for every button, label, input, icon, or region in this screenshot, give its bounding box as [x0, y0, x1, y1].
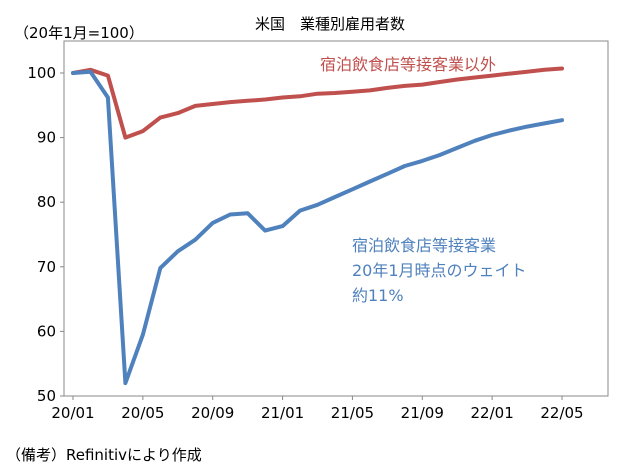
y-tick-label: 70: [37, 258, 56, 276]
data-point: [211, 102, 215, 106]
data-point: [385, 86, 389, 90]
x-axis: 20/01 20/05 20/09 21/01 21/05 21/09 22/01 22/05: [51, 396, 584, 422]
data-point: [246, 211, 250, 215]
x-tick-label: 20/09: [191, 404, 234, 422]
x-tick-label: 22/01: [471, 404, 514, 422]
series-label-1: 宿泊飲食店等接客業以外: [320, 55, 496, 74]
y-unit-label: （20年1月=100）: [14, 24, 144, 42]
y-tick-label: 60: [37, 322, 56, 340]
data-point: [316, 203, 319, 207]
data-point: [560, 66, 564, 70]
data-point: [368, 180, 372, 184]
data-point: [525, 125, 529, 129]
data-point: [473, 76, 477, 80]
data-point: [438, 153, 442, 157]
data-point: [368, 88, 372, 92]
data-point: [263, 97, 267, 101]
data-point: [385, 172, 389, 176]
data-point: [176, 111, 180, 115]
data-point: [543, 121, 547, 125]
data-point: [490, 133, 494, 137]
data-point: [298, 94, 302, 98]
data-point: [263, 229, 267, 233]
x-tick-label: 21/09: [401, 404, 444, 422]
data-point: [141, 333, 145, 337]
data-point: [438, 80, 442, 84]
x-tick-label: 20/01: [51, 404, 94, 422]
x-tick-label: 22/05: [540, 404, 583, 422]
data-point: [88, 70, 92, 74]
plot-area: [63, 40, 609, 397]
data-point: [350, 90, 354, 94]
data-point: [176, 249, 180, 253]
data-point: [403, 164, 407, 168]
data-point: [158, 266, 162, 270]
data-point: [158, 116, 162, 120]
x-tick-label: 21/05: [331, 404, 374, 422]
data-point: [420, 159, 424, 163]
data-point: [106, 74, 110, 78]
data-point: [333, 91, 337, 95]
data-point: [508, 72, 512, 76]
data-point: [403, 84, 407, 88]
y-tick-label: 50: [37, 387, 56, 405]
data-point: [193, 238, 197, 242]
y-tick-label: 80: [37, 193, 56, 211]
data-point: [141, 129, 145, 133]
data-point: [123, 136, 127, 140]
y-axis: 50 60 70 80 90 100: [27, 64, 64, 405]
data-point: [455, 77, 459, 81]
series-label-2: 20年1月時点のウェイト: [352, 261, 527, 280]
data-point: [473, 139, 477, 143]
series-layer: [71, 66, 564, 386]
data-point: [298, 209, 302, 213]
data-point: [543, 68, 547, 72]
data-point: [281, 224, 285, 228]
x-tick-label: 21/01: [261, 404, 304, 422]
data-point: [525, 70, 529, 74]
data-point: [246, 99, 250, 103]
chart-title: 米国 業種別雇用者数: [255, 15, 405, 33]
y-tick-label: 100: [27, 64, 56, 82]
series-label-2: 約11%: [352, 286, 404, 305]
data-point: [316, 92, 319, 96]
data-point: [455, 146, 459, 150]
data-point: [560, 118, 564, 122]
data-point: [420, 83, 424, 87]
data-point: [193, 104, 197, 108]
data-point: [106, 96, 110, 100]
data-point: [333, 195, 337, 199]
footer-note: （備考）Refinitivにより作成: [6, 446, 202, 464]
data-point: [490, 74, 494, 78]
data-point: [350, 187, 354, 191]
data-point: [281, 96, 285, 100]
data-point: [211, 221, 215, 225]
series-label-2: 宿泊飲食店等接客業: [352, 236, 496, 255]
data-point: [508, 128, 512, 132]
data-point: [123, 381, 127, 385]
data-point: [228, 100, 232, 104]
x-tick-label: 20/05: [121, 404, 164, 422]
data-point: [228, 212, 232, 216]
data-point: [71, 71, 75, 75]
y-tick-label: 90: [37, 129, 56, 147]
